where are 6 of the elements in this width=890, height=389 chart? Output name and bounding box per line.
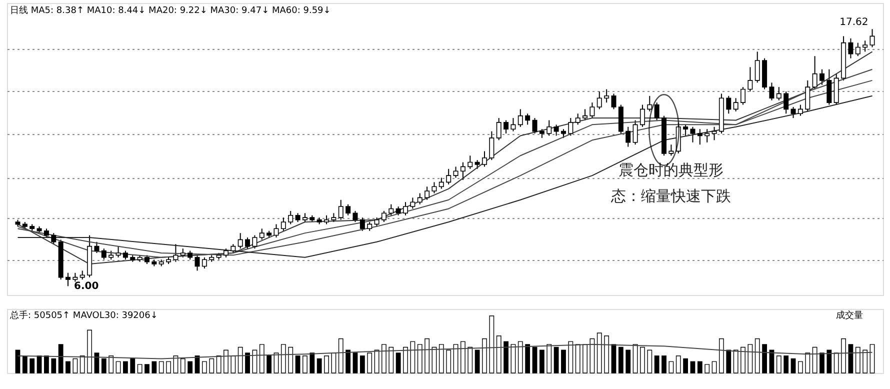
annotation: 6.00 bbox=[74, 281, 99, 292]
annotation: 总手: 50505↑ MAVOL30: 39206↓ bbox=[9, 310, 158, 321]
annotation: 成交量 bbox=[836, 310, 863, 321]
annotation: 震仓时的典型形态：缩量快速下跌 bbox=[610, 161, 731, 205]
text: 日线 MA5: 8.38↑ MA10: 8.44↓ MA20: 9.22↓ MA30: 9.47↓ MA60: 9.59↓ bbox=[10, 6, 331, 16]
annotation: 17.62 bbox=[840, 17, 868, 28]
